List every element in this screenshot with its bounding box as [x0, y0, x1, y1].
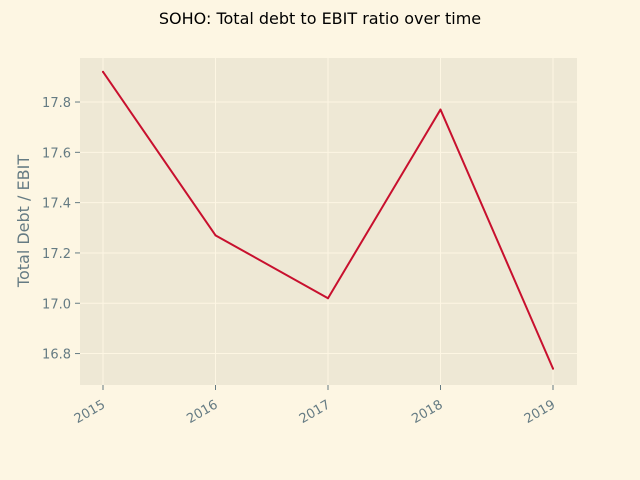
chart-title: SOHO: Total debt to EBIT ratio over time	[159, 9, 481, 28]
y-axis-ticks: 16.8 17.0 17.2 17.4 17.6 17.8	[42, 96, 80, 363]
series-layer	[102, 70, 554, 370]
data-point-2015	[102, 70, 104, 73]
x-tick-label: 2016	[184, 397, 220, 427]
x-axis-ticks: 2015 2016 2017 2018 2019	[72, 385, 558, 427]
grid-lines	[80, 58, 577, 385]
x-tick-label: 2017	[297, 397, 333, 427]
y-axis-label: Total Debt / EBIT	[14, 155, 33, 288]
x-tick-label: 2015	[72, 397, 108, 427]
y-tick-label: 17.2	[42, 247, 71, 262]
data-point-2016	[214, 234, 217, 237]
data-point-2017	[327, 297, 329, 300]
data-point-2018	[439, 108, 442, 111]
y-tick-label: 17.4	[42, 197, 71, 212]
y-tick-label: 17.0	[42, 297, 71, 312]
y-tick-label: 17.8	[42, 96, 71, 111]
x-tick-label: 2018	[409, 397, 445, 427]
y-tick-label: 17.6	[42, 146, 71, 161]
data-point-2019	[552, 367, 554, 370]
x-tick-label: 2019	[522, 397, 558, 427]
y-tick-label: 16.8	[42, 348, 71, 363]
